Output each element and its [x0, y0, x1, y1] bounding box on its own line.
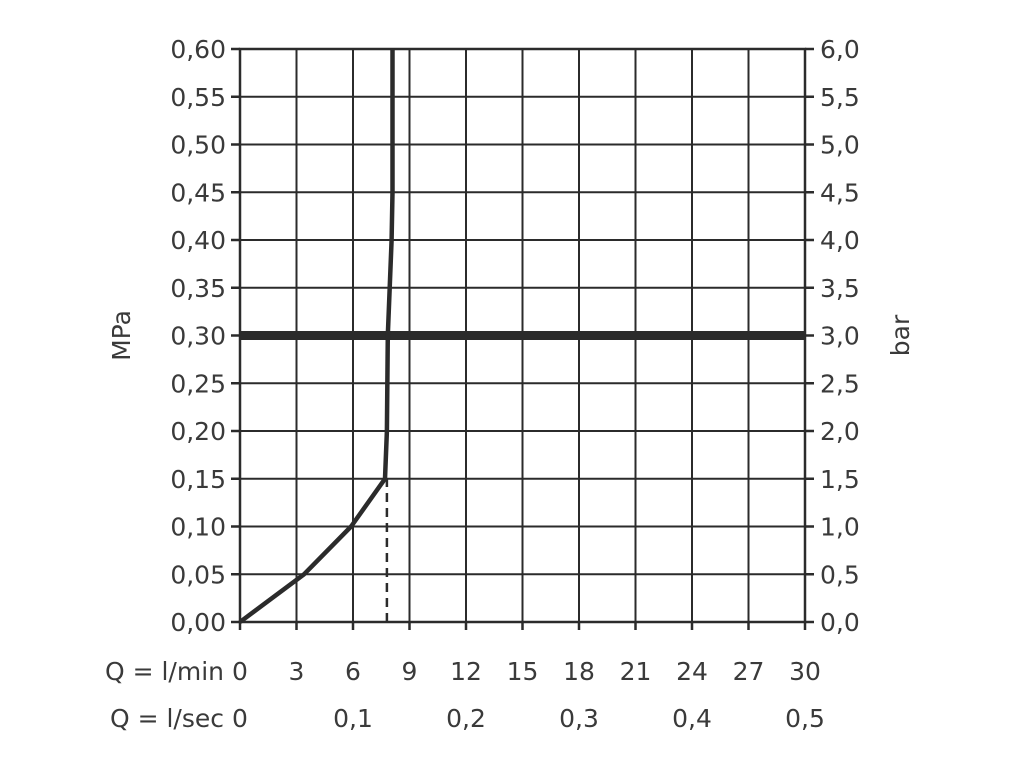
- left-tick-label: 0,00: [170, 608, 226, 637]
- right-tick-label: 2,0: [820, 417, 860, 446]
- flow-curve: [238, 49, 395, 624]
- x-lsec-tick-label: 0,5: [785, 704, 825, 733]
- left-tick-label: 0,10: [170, 513, 226, 542]
- left-tick-label: 0,20: [170, 417, 226, 446]
- left-tick-label: 0,55: [170, 83, 226, 112]
- left-tick-label: 0,50: [170, 131, 226, 160]
- left-tick-label: 0,40: [170, 226, 226, 255]
- x-lmin-tick-label: 18: [563, 657, 595, 686]
- left-tick-label: 0,05: [170, 560, 226, 589]
- left-tick-label: 0,15: [170, 465, 226, 494]
- right-tick-label: 4,0: [820, 226, 860, 255]
- x-axis-lmin-title: Q = l/min: [105, 657, 224, 686]
- x-lmin-tick-label: 24: [676, 657, 708, 686]
- left-tick-label: 0,60: [170, 35, 226, 64]
- x-axis-lsec-title: Q = l/sec: [110, 704, 224, 733]
- x-lsec-tick-label: 0,3: [559, 704, 599, 733]
- right-tick-label: 3,0: [820, 322, 860, 351]
- right-tick-label: 6,0: [820, 35, 860, 64]
- right-tick-label: 0,0: [820, 608, 860, 637]
- right-tick-label: 1,5: [820, 465, 860, 494]
- right-tick-label: 5,5: [820, 83, 860, 112]
- x-lmin-tick-label: 30: [789, 657, 821, 686]
- x-lmin-tick-label: 12: [450, 657, 482, 686]
- x-axis-lmin-ticks: 0 3 6 9 12 15 18 21 24 27 30: [232, 622, 821, 686]
- x-lmin-tick-label: 27: [733, 657, 765, 686]
- y-axis-right-title: bar: [886, 314, 915, 356]
- left-tick-label: 0,25: [170, 369, 226, 398]
- x-lmin-tick-label: 0: [232, 657, 248, 686]
- x-axis-lsec-ticks: 0 0,1 0,2 0,3 0,4 0,5: [232, 704, 825, 733]
- right-tick-label: 1,0: [820, 513, 860, 542]
- x-lmin-tick-label: 9: [402, 657, 418, 686]
- x-lsec-tick-label: 0,2: [446, 704, 486, 733]
- x-lmin-tick-label: 3: [289, 657, 305, 686]
- right-tick-label: 2,5: [820, 369, 860, 398]
- right-tick-label: 4,5: [820, 178, 860, 207]
- x-lmin-tick-label: 6: [345, 657, 361, 686]
- right-tick-label: 0,5: [820, 560, 860, 589]
- left-tick-label: 0,35: [170, 274, 226, 303]
- y-axis-left-title: MPa: [107, 310, 136, 361]
- x-lsec-tick-label: 0,1: [333, 704, 373, 733]
- x-lmin-tick-label: 15: [507, 657, 539, 686]
- x-lsec-tick-label: 0: [232, 704, 248, 733]
- right-axis-ticks: 0,0 0,5 1,0 1,5 2,0 2,5 3,0 3,5 4,0 4,5 5,0 5,5 6,0: [805, 35, 860, 637]
- x-lmin-tick-label: 21: [620, 657, 652, 686]
- left-tick-label: 0,45: [170, 178, 226, 207]
- left-axis-ticks: 0,00 0,05 0,10 0,15 0,20 0,25 0,30 0,35 0,40 0,45…: [170, 35, 240, 637]
- right-tick-label: 3,5: [820, 274, 860, 303]
- right-tick-label: 5,0: [820, 131, 860, 160]
- left-tick-label: 0,30: [170, 322, 226, 351]
- x-lsec-tick-label: 0,4: [672, 704, 712, 733]
